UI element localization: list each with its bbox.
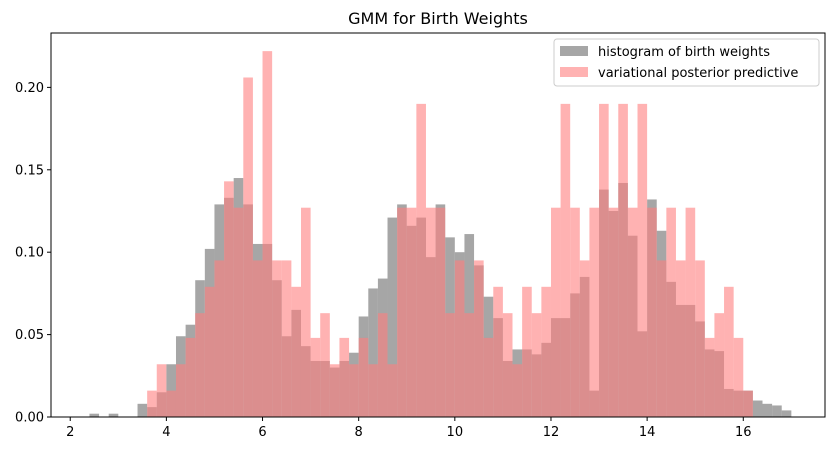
bar <box>416 103 426 418</box>
bar <box>147 390 157 417</box>
bar <box>175 364 186 417</box>
bar <box>368 288 378 417</box>
chart-title: GMM for Birth Weights <box>348 9 528 28</box>
bar <box>743 390 753 417</box>
bar <box>685 207 696 417</box>
x-tick-label: 8 <box>355 425 363 440</box>
bar <box>387 364 398 417</box>
bar <box>781 410 792 417</box>
bar <box>733 337 744 417</box>
bar <box>435 207 446 417</box>
bar <box>243 77 253 417</box>
bar <box>493 286 503 417</box>
bar <box>224 181 234 417</box>
x-tick-label: 12 <box>543 425 560 440</box>
bar <box>368 364 378 417</box>
bar <box>377 313 388 417</box>
bar <box>647 207 657 417</box>
bar <box>185 337 196 417</box>
bar <box>204 286 215 417</box>
bar <box>474 260 484 417</box>
bar <box>406 207 417 417</box>
bar <box>666 207 676 417</box>
legend-swatch-histogram <box>560 46 588 56</box>
bar <box>272 260 282 417</box>
bar <box>675 260 686 417</box>
bar <box>522 286 532 417</box>
bar <box>579 260 590 417</box>
legend-label-histogram: histogram of birth weights <box>598 45 770 60</box>
bar <box>262 51 273 417</box>
series-1 <box>147 51 753 418</box>
bar <box>137 403 148 417</box>
bar <box>618 103 628 418</box>
bar <box>281 260 292 417</box>
bar <box>772 405 782 417</box>
bar <box>214 260 225 417</box>
bar <box>560 103 571 418</box>
x-axis: 2 4 6 8 10 12 14 16 <box>66 417 752 440</box>
bar <box>589 207 600 417</box>
bar <box>358 337 369 417</box>
bar <box>531 313 542 417</box>
x-tick-label: 10 <box>447 425 464 440</box>
bar <box>89 413 100 417</box>
bar <box>156 364 167 417</box>
bar <box>608 207 619 417</box>
bar <box>329 364 340 417</box>
legend-box <box>553 38 820 87</box>
bar <box>349 364 359 417</box>
bar <box>320 313 330 417</box>
bar <box>704 337 715 417</box>
bar <box>233 207 244 417</box>
y-tick-label: 0.10 <box>15 246 44 261</box>
legend-swatch-posterior <box>560 67 588 77</box>
y-tick-label: 0.20 <box>15 81 44 96</box>
bar <box>512 364 523 417</box>
bar <box>454 260 465 417</box>
bar <box>464 313 475 417</box>
bar <box>166 390 176 417</box>
bar <box>291 286 301 417</box>
bar <box>541 286 551 417</box>
y-tick-label: 0.15 <box>15 163 44 178</box>
bar <box>714 313 725 417</box>
bar <box>637 103 648 418</box>
x-tick-label: 4 <box>162 425 170 440</box>
bar <box>502 313 513 417</box>
bar <box>762 403 773 417</box>
bar <box>695 260 705 417</box>
bar <box>387 217 398 417</box>
y-tick-label: 0.00 <box>15 411 44 426</box>
legend-label-posterior: variational posterior predictive <box>598 66 798 81</box>
x-tick-label: 2 <box>66 425 74 440</box>
bar <box>108 413 119 417</box>
x-tick-label: 6 <box>258 425 266 440</box>
legend: histogram of birth weights variational p… <box>553 38 820 87</box>
bar <box>300 207 311 417</box>
bar <box>425 207 436 417</box>
bar <box>627 207 638 417</box>
bar <box>599 103 609 418</box>
bar <box>397 207 407 417</box>
y-axis: 0.00 0.05 0.10 0.15 0.20 <box>15 81 51 426</box>
bar <box>445 313 455 417</box>
bar <box>570 207 580 417</box>
bar <box>656 260 667 417</box>
y-tick-label: 0.05 <box>15 328 44 343</box>
bar <box>724 286 734 417</box>
bar <box>483 337 494 417</box>
bar <box>310 337 321 417</box>
bars-layer <box>89 51 792 418</box>
x-tick-label: 16 <box>735 425 752 440</box>
x-tick-label: 14 <box>639 425 656 440</box>
bar <box>339 337 350 417</box>
axes-frame <box>50 32 826 418</box>
bar <box>550 207 561 417</box>
bar <box>195 313 205 417</box>
bar <box>752 400 763 417</box>
bar <box>252 260 263 417</box>
